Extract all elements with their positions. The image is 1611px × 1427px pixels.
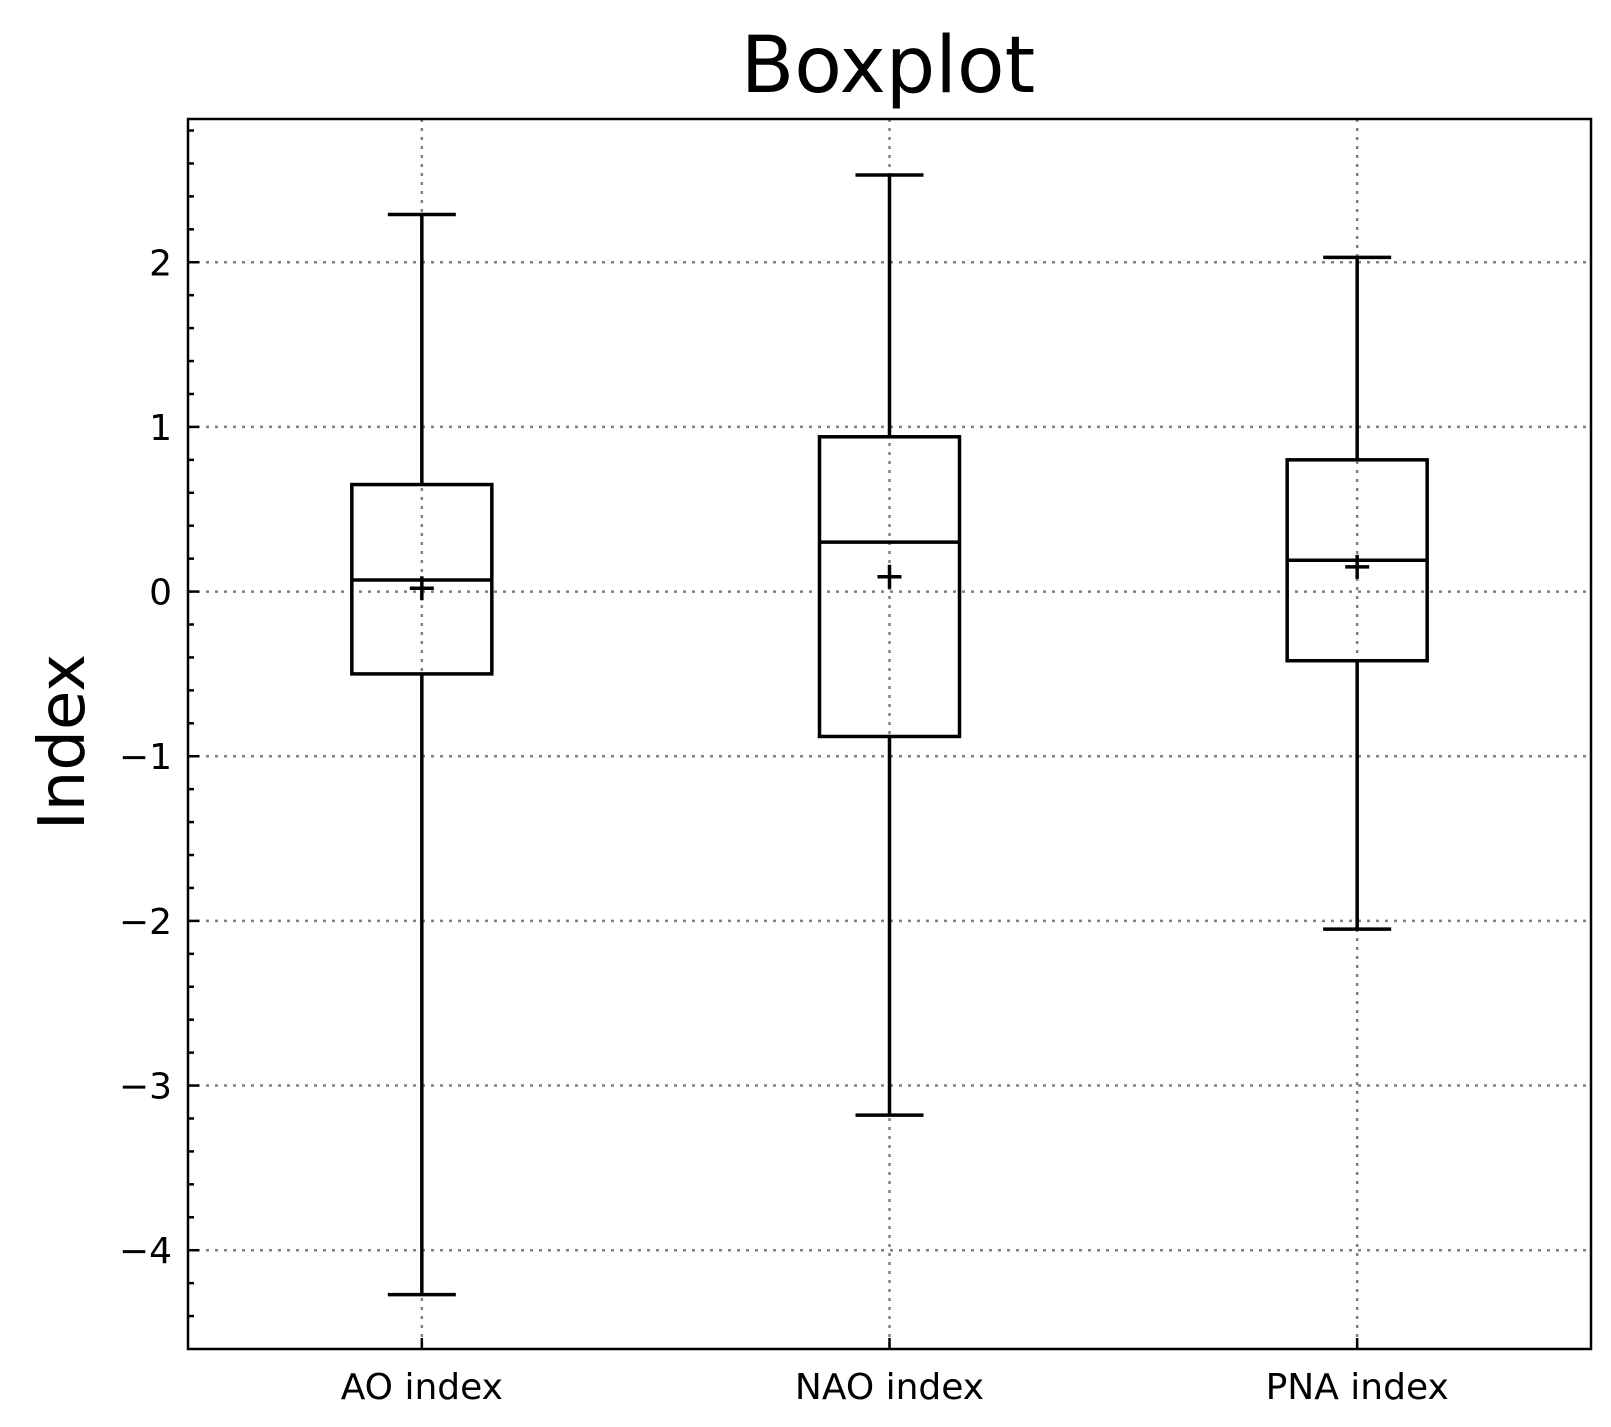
box-nao-index [817,173,962,1117]
y-tick-label: 2 [149,243,172,284]
y-tick-label: 1 [149,408,172,449]
y-tick-label: −3 [119,1067,172,1108]
x-tick-label: PNA index [1266,1367,1449,1408]
x-tick-label: NAO index [795,1367,984,1408]
y-tick-label: 0 [149,573,172,614]
y-axis-label: Index [26,654,100,830]
plot-frame [186,117,1593,1351]
y-tick-label: −4 [119,1231,172,1272]
y-tick-label: −2 [119,902,172,943]
x-tick-label: AO index [341,1367,503,1408]
chart-title: Boxplot [741,21,1035,111]
axis-ticks: 2 1 0 −1 −2 −3 −4 AO index NAO index PNA index [119,243,1449,1408]
iqr-box [817,435,962,739]
box-pna-index [1285,255,1429,931]
y-tick-label: −1 [119,737,172,778]
box-ao-index [350,212,494,1297]
boxes [350,173,1429,1297]
